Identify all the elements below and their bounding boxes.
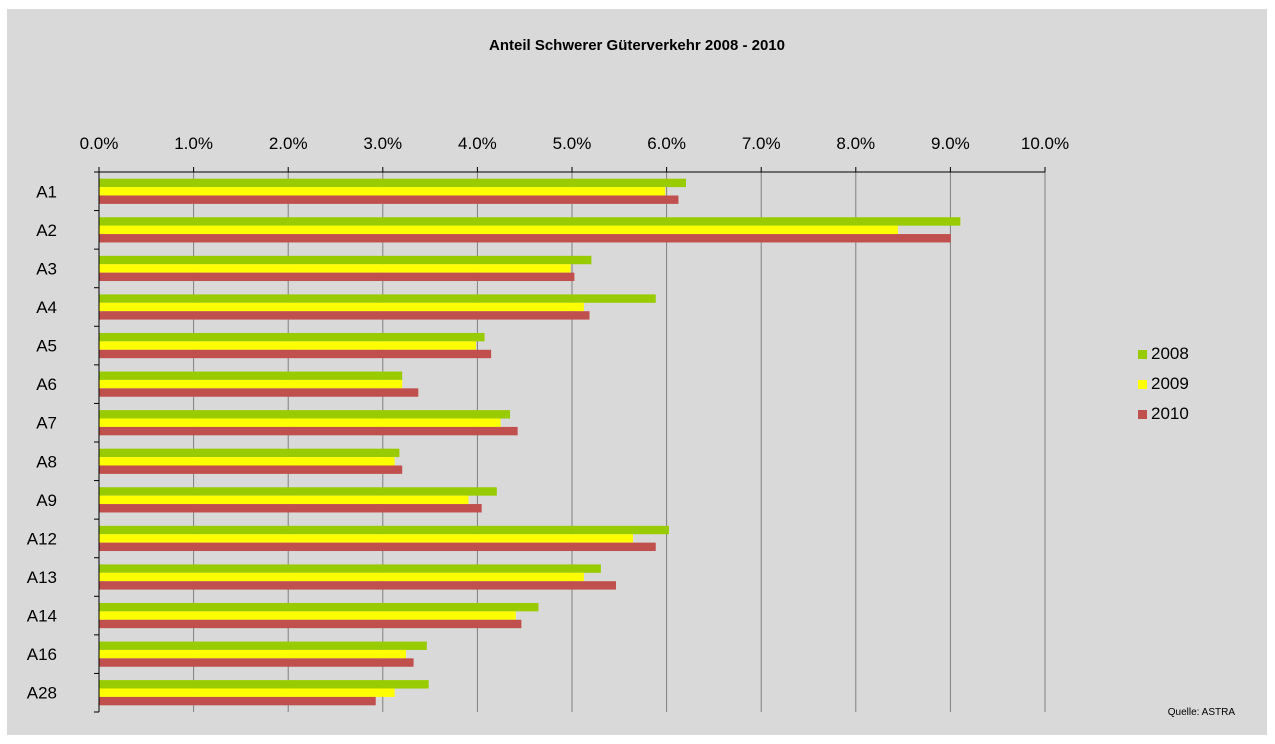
bar-2009-A1 xyxy=(99,187,666,196)
bar-2010-A6 xyxy=(99,388,419,397)
bar-2008-A9 xyxy=(99,487,497,496)
bar-chart-plot: 0.0% 1.0% 2.0% 3.0% 4.0% 5.0% 6.0% 7.0% 8.0% 9.0%… xyxy=(27,134,1069,713)
bar-2009-A28 xyxy=(99,688,395,697)
bar-2010-A13 xyxy=(99,581,617,590)
bar-2009-A13 xyxy=(99,572,584,582)
y-tick-label: A14 xyxy=(27,607,57,626)
bar-2010-A16 xyxy=(99,658,414,667)
bar-2008-A6 xyxy=(99,371,403,380)
bar-2008-A7 xyxy=(99,410,511,419)
x-tick-label: 5.0% xyxy=(553,134,592,153)
y-tick-label: A16 xyxy=(27,645,57,664)
bar-2010-A9 xyxy=(99,504,482,513)
bar-2009-A16 xyxy=(99,649,407,659)
x-tick-label: 1.0% xyxy=(174,134,213,153)
bar-2009-A4 xyxy=(99,302,584,312)
bar-2008-A12 xyxy=(99,525,669,535)
bar-2008-A28 xyxy=(99,680,429,689)
bar-2010-A2 xyxy=(99,234,951,243)
bar-2008-A2 xyxy=(99,217,961,226)
bar-2010-A14 xyxy=(99,619,522,629)
bar-2010-A1 xyxy=(99,195,679,204)
chart-title: Anteil Schwerer Güterverkehr 2008 - 2010 xyxy=(489,37,785,54)
bar-2009-A3 xyxy=(99,264,571,273)
y-tick-label: A2 xyxy=(36,221,57,240)
y-tick-label: A7 xyxy=(36,414,57,433)
bar-2008-A13 xyxy=(99,564,601,573)
x-tick-label: 4.0% xyxy=(458,134,497,153)
bar-2009-A5 xyxy=(99,341,477,350)
legend-swatch-2009 xyxy=(1138,380,1147,389)
y-tick-label: A3 xyxy=(36,259,57,278)
y-tick-label: A12 xyxy=(27,529,57,548)
legend-swatch-2008 xyxy=(1138,350,1147,359)
y-tick-label: A6 xyxy=(36,375,57,394)
bar-2008-A3 xyxy=(99,255,592,265)
bar-2010-A3 xyxy=(99,272,575,282)
bar-2010-A4 xyxy=(99,311,590,320)
bar-2008-A1 xyxy=(99,178,687,188)
x-tick-label: 8.0% xyxy=(836,134,875,153)
bar-2009-A9 xyxy=(99,495,469,505)
bar-2010-A12 xyxy=(99,542,656,552)
y-tick-label: A28 xyxy=(27,684,57,703)
bar-2008-A16 xyxy=(99,641,427,650)
x-tick-label: 10.0% xyxy=(1021,134,1069,153)
y-tick-label: A9 xyxy=(36,491,57,510)
chart-area: Anteil Schwerer Güterverkehr 2008 - 2010… xyxy=(7,9,1267,735)
bar-2009-A6 xyxy=(99,379,403,389)
bar-2009-A12 xyxy=(99,534,634,543)
legend-label-2010: 2010 xyxy=(1151,404,1189,423)
y-tick-label: A4 xyxy=(36,298,57,317)
bar-2010-A5 xyxy=(99,349,492,359)
legend-label-2008: 2008 xyxy=(1151,344,1189,363)
bar-2009-A7 xyxy=(99,418,501,427)
bar-2008-A5 xyxy=(99,332,485,342)
source-note: Quelle: ASTRA xyxy=(1167,707,1235,718)
y-tick-label: A5 xyxy=(36,337,57,356)
bar-2009-A8 xyxy=(99,457,395,466)
x-tick-label: 3.0% xyxy=(363,134,402,153)
legend-swatch-2010 xyxy=(1138,410,1147,419)
x-tick-label: 6.0% xyxy=(647,134,686,153)
bar-2009-A2 xyxy=(99,225,898,235)
x-tick-label: 2.0% xyxy=(269,134,308,153)
x-tick-label: 0.0% xyxy=(80,134,119,153)
y-tick-label: A13 xyxy=(27,568,57,587)
bar-2010-A7 xyxy=(99,426,518,436)
y-tick-label: A8 xyxy=(36,452,57,471)
bar-2010-A8 xyxy=(99,465,403,474)
x-tick-label: 9.0% xyxy=(931,134,970,153)
legend-label-2009: 2009 xyxy=(1151,374,1189,393)
bar-2008-A8 xyxy=(99,448,400,458)
y-tick-label: A1 xyxy=(36,182,57,201)
bar-2008-A14 xyxy=(99,602,539,612)
bar-2010-A28 xyxy=(99,696,376,706)
bar-2008-A4 xyxy=(99,294,656,303)
bar-2009-A14 xyxy=(99,611,516,620)
x-tick-label: 7.0% xyxy=(742,134,781,153)
